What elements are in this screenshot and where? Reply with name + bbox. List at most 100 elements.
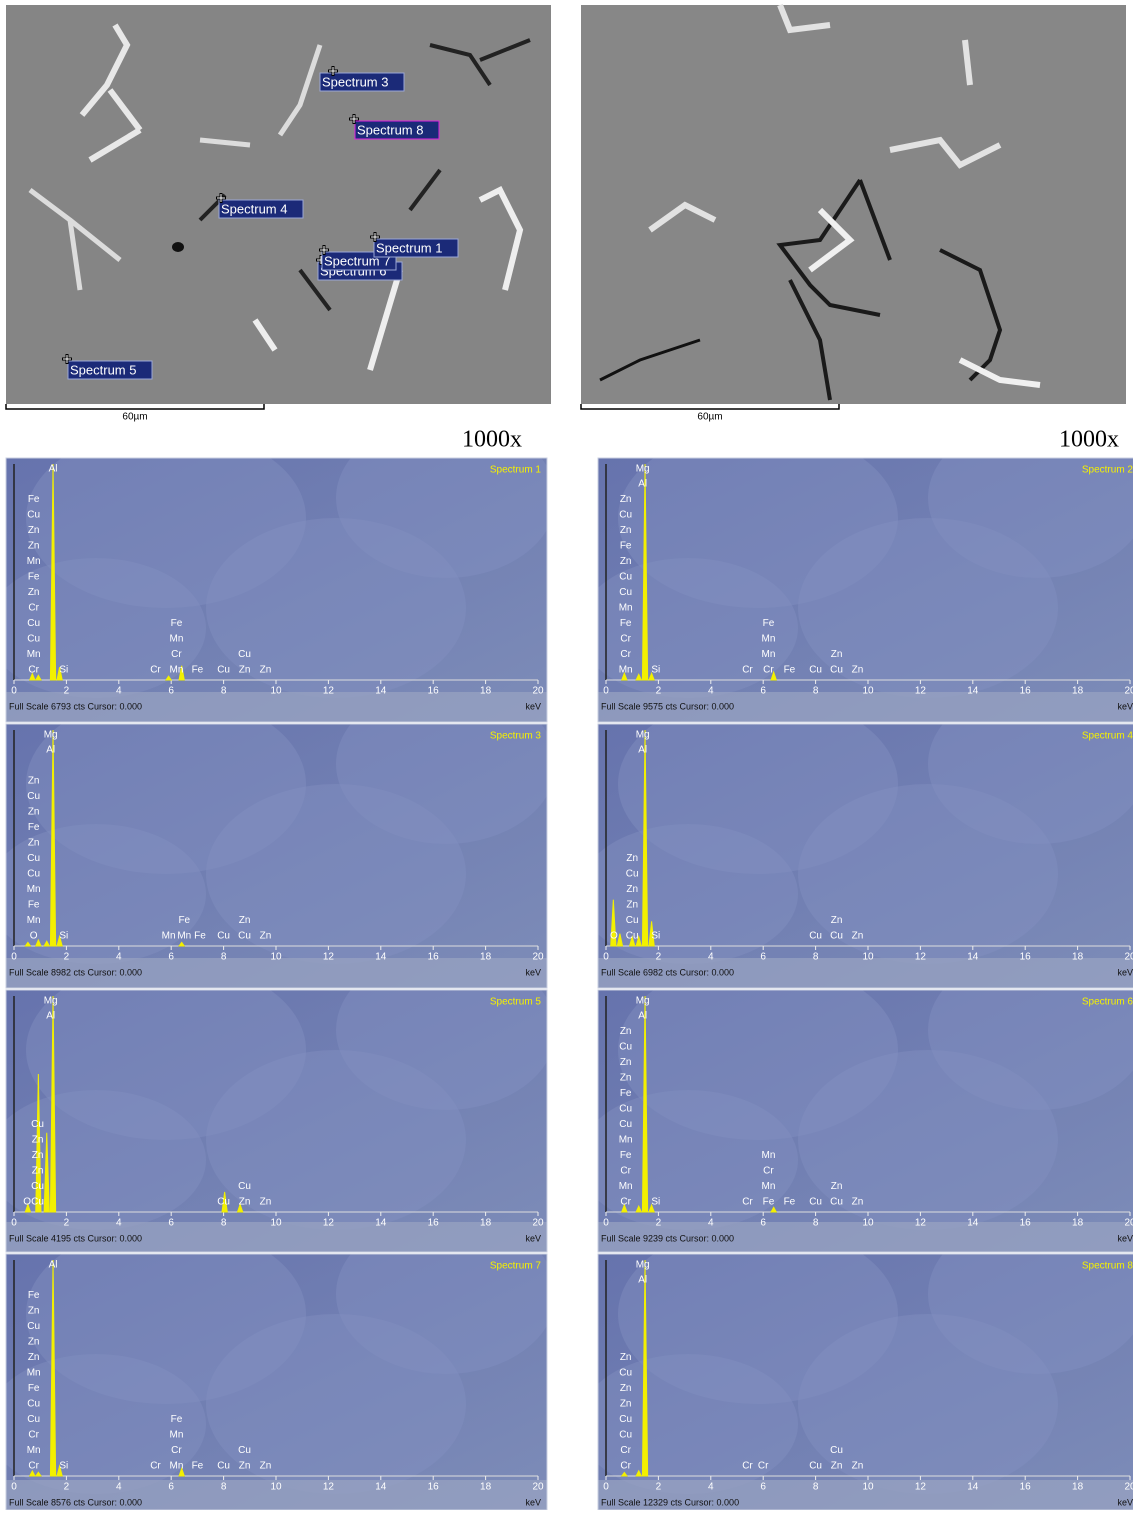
x-unit: keV	[525, 701, 541, 711]
marker-cross	[63, 355, 71, 363]
x-tick-label: 4	[116, 686, 122, 697]
element-label: Cu	[27, 869, 40, 880]
panel-footer-bg	[598, 692, 1133, 722]
panel-body: 0 2 4 6 8 10 12 14 16 18 20OCuZnZnZnCuCuMgAlCuCuZn…	[6, 990, 547, 1252]
element-label: Zn	[620, 1026, 632, 1037]
element-label: Mg	[636, 1260, 650, 1271]
sem-right	[581, 3, 1126, 404]
element-label: Mg	[44, 730, 58, 741]
bg-blob	[618, 458, 898, 608]
panel-bg	[598, 990, 1133, 1252]
element-label: Fe	[171, 1414, 183, 1425]
element-label: Mn	[761, 1150, 775, 1161]
x-tick-label: 2	[64, 1218, 70, 1229]
x-tick-label: 18	[1072, 1482, 1084, 1493]
x-tick-label: 8	[813, 1218, 819, 1229]
x-tick-label: 20	[1124, 1218, 1133, 1229]
x-tick-label: 10	[862, 1218, 874, 1229]
x-tick-label: 10	[270, 1482, 282, 1493]
x-tick-label: 14	[375, 952, 387, 963]
peak	[770, 1206, 778, 1213]
bg-blob	[928, 724, 1133, 844]
element-label: Zn	[620, 494, 632, 505]
element-label: Zn	[28, 1306, 40, 1317]
element-label: Zn	[28, 807, 40, 818]
marker-box	[67, 360, 153, 380]
bg-blob	[928, 458, 1133, 578]
panel-body: 0 2 4 6 8 10 12 14 16 18 20ZnCuZnFeZnCuCuMnFeMnOMg…	[6, 724, 547, 988]
x-tick-label: 12	[915, 686, 927, 697]
element-label: Zn	[239, 665, 251, 676]
element-label: Zn	[620, 1383, 632, 1394]
element-label: Fe	[28, 900, 40, 911]
x-tick-label: 14	[967, 1218, 979, 1229]
peak	[620, 1203, 628, 1213]
element-label: Zn	[620, 525, 632, 536]
x-tick-label: 20	[1124, 1482, 1133, 1493]
element-label: Fe	[28, 1290, 40, 1301]
element-label: Zn	[852, 665, 864, 676]
element-label: Cr	[620, 1197, 631, 1208]
panel-bg	[6, 990, 547, 1252]
element-label: Cu	[830, 931, 843, 942]
peak	[648, 921, 655, 947]
element-label: Zn	[28, 525, 40, 536]
element-label: Si	[651, 665, 660, 676]
spectrum-marker: Spectrum 1	[370, 232, 459, 258]
panel-footer-bg	[598, 1480, 1133, 1510]
marker-label: Spectrum 5	[70, 362, 136, 377]
element-label: Al	[638, 1275, 647, 1286]
peak	[628, 934, 636, 947]
element-label: Mg	[636, 730, 650, 741]
element-label: Cu	[27, 853, 40, 864]
marker-label: Spectrum 8	[357, 122, 423, 137]
bg-blob	[6, 1090, 206, 1230]
spectrum-panel: 0 2 4 6 8 10 12 14 16 18 20OCuZnZnZnCuCuMgAlCuCuZn…	[5, 989, 548, 1253]
peak	[641, 729, 649, 947]
spectrum-title: Spectrum 7	[490, 1261, 542, 1272]
panel-border	[5, 457, 548, 723]
marker-box	[218, 199, 304, 219]
peak	[648, 671, 655, 681]
bg-blob	[618, 990, 898, 1140]
bg-blob	[336, 724, 547, 844]
x-tick-label: 4	[116, 952, 122, 963]
element-label: Fe	[171, 618, 183, 629]
element-label: Cr	[742, 1197, 753, 1208]
x-tick-label: 18	[480, 1482, 492, 1493]
x-tick-label: 2	[656, 1482, 662, 1493]
peak	[641, 463, 649, 681]
element-label: Cr	[620, 1461, 631, 1472]
bg-blob	[206, 518, 466, 698]
spectrum-title: Spectrum 4	[1082, 731, 1133, 742]
x-tick-label: 16	[1020, 1218, 1032, 1229]
element-label: Zn	[32, 1135, 44, 1146]
peak	[24, 1202, 32, 1213]
peak	[178, 665, 185, 681]
element-label: Zn	[831, 915, 843, 926]
peak	[28, 1469, 36, 1477]
panel-border	[597, 989, 1133, 1253]
x-tick-label: 8	[813, 952, 819, 963]
panel-border	[5, 989, 548, 1253]
element-label: O	[30, 931, 38, 942]
peak	[35, 1073, 42, 1213]
element-label: Cu	[809, 665, 822, 676]
element-label: Zn	[831, 649, 843, 660]
element-label: Mn	[169, 1430, 183, 1441]
panel-border	[597, 723, 1133, 989]
magnification: 1000x	[1059, 427, 1119, 453]
marker-box	[319, 72, 405, 92]
element-label: Zn	[28, 838, 40, 849]
peak	[43, 1132, 50, 1213]
element-label: Zn	[852, 931, 864, 942]
panel-border	[5, 723, 548, 989]
element-label: Zn	[28, 1337, 40, 1348]
x-tick-label: 18	[1072, 952, 1084, 963]
x-unit: keV	[525, 1233, 541, 1243]
element-label: Cu	[626, 931, 639, 942]
element-label: Mn	[177, 931, 191, 942]
element-label: Zn	[260, 1461, 272, 1472]
marker-cross	[350, 115, 358, 123]
